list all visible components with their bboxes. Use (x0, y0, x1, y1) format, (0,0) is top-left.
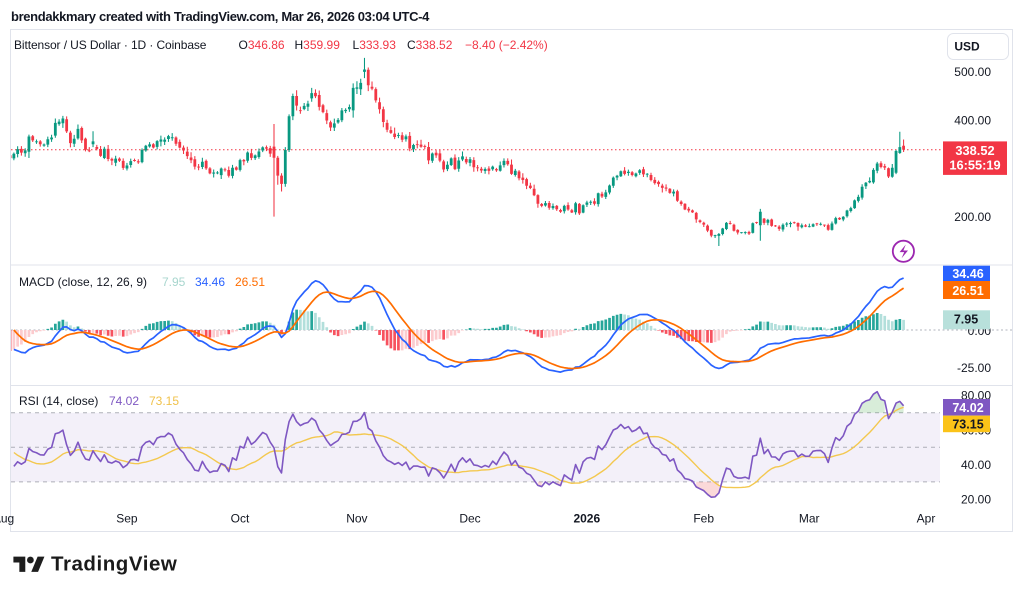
svg-text:L333.93: L333.93 (353, 38, 397, 52)
svg-text:Dec: Dec (459, 512, 480, 526)
svg-text:Aug: Aug (0, 512, 14, 526)
svg-text:Feb: Feb (693, 512, 714, 526)
svg-text:Mar: Mar (799, 512, 820, 526)
svg-text:7.95: 7.95 (954, 313, 978, 327)
svg-text:brendakkmary created with Trad: brendakkmary created with TradingView.co… (11, 9, 430, 24)
svg-text:2026: 2026 (573, 512, 600, 526)
svg-text:−8.40 (−2.42%): −8.40 (−2.42%) (465, 38, 548, 52)
svg-text:RSI (14, close): RSI (14, close) (19, 394, 98, 408)
svg-text:34.46: 34.46 (195, 275, 225, 289)
svg-text:Apr: Apr (917, 512, 936, 526)
svg-text:O346.86: O346.86 (239, 38, 285, 52)
svg-text:73.15: 73.15 (952, 417, 983, 431)
svg-text:338.52: 338.52 (955, 143, 994, 158)
svg-text:26.51: 26.51 (952, 284, 983, 298)
svg-text:H359.99: H359.99 (295, 38, 341, 52)
svg-text:34.46: 34.46 (952, 267, 983, 281)
svg-text:20.00: 20.00 (961, 492, 991, 506)
svg-text:400.00: 400.00 (954, 113, 991, 127)
svg-text:200.00: 200.00 (954, 210, 991, 224)
svg-text:7.95: 7.95 (162, 275, 186, 289)
svg-text:-25.00: -25.00 (957, 361, 991, 375)
svg-text:73.15: 73.15 (149, 394, 179, 408)
svg-text:74.02: 74.02 (952, 401, 983, 415)
svg-text:16:55:19: 16:55:19 (949, 157, 1000, 172)
svg-text:Bittensor / US Dollar · 1D · C: Bittensor / US Dollar · 1D · Coinbase (14, 38, 207, 52)
svg-text:40.00: 40.00 (961, 458, 991, 472)
svg-text:Sep: Sep (116, 512, 138, 526)
svg-text:TradingView: TradingView (51, 553, 177, 576)
svg-text:74.02: 74.02 (109, 394, 139, 408)
svg-text:26.51: 26.51 (235, 275, 265, 289)
svg-text:Nov: Nov (346, 512, 367, 526)
svg-text:C338.52: C338.52 (407, 38, 453, 52)
svg-text:Oct: Oct (231, 512, 250, 526)
svg-text:USD: USD (954, 40, 980, 54)
svg-text:MACD (close, 12, 26, 9): MACD (close, 12, 26, 9) (19, 275, 147, 289)
svg-text:500.00: 500.00 (954, 65, 991, 79)
